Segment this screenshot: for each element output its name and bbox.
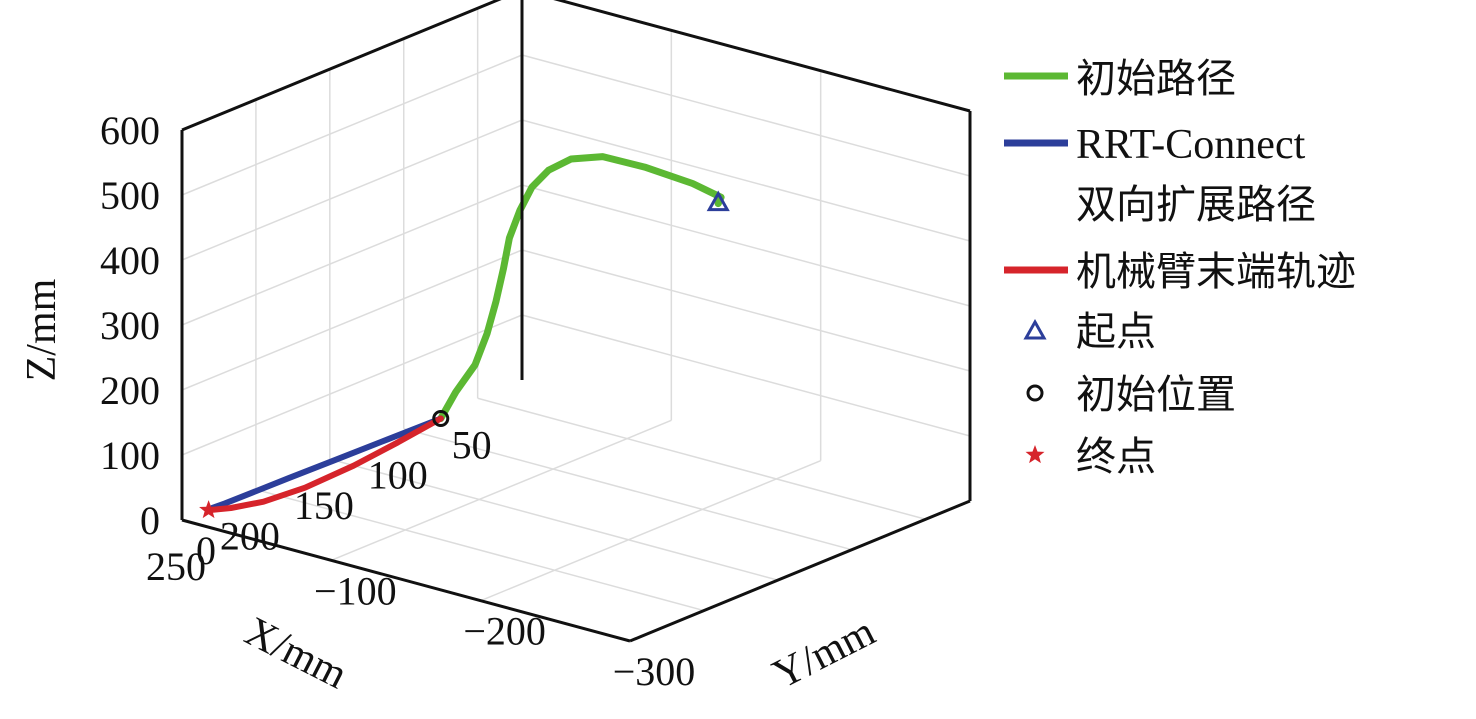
x-tick-label: 200 bbox=[220, 514, 280, 559]
z-tick-label: 0 bbox=[140, 498, 160, 543]
grid-line bbox=[181, 249, 523, 391]
legend-label-rrt-connect-line2: 双向扩展路径 bbox=[1076, 182, 1316, 228]
z-tick-label: 400 bbox=[100, 238, 160, 283]
grid-line bbox=[181, 54, 523, 196]
frame-layer bbox=[180, 0, 972, 643]
start-marker-triangle-icon bbox=[706, 190, 730, 212]
x-tick-label: 50 bbox=[452, 422, 492, 467]
legend-label-initial-position: 初始位置 bbox=[1076, 372, 1236, 418]
grid-line bbox=[181, 314, 523, 456]
axis-frame-edge bbox=[181, 0, 502, 132]
legend-label-end-effector: 机械臂末端轨迹 bbox=[1076, 249, 1356, 295]
grid-line bbox=[181, 184, 523, 326]
y-tick-label: −300 bbox=[613, 649, 696, 694]
legend-label-end: 终点 bbox=[1076, 434, 1156, 480]
z-tick-label: 100 bbox=[100, 433, 160, 478]
y-tick-label: −100 bbox=[314, 568, 397, 613]
x-tick-label: 100 bbox=[368, 453, 428, 498]
series-line-end-effector bbox=[208, 415, 444, 513]
x-tick-label: 250 bbox=[146, 544, 206, 589]
legend-label-initial-path: 初始路径 bbox=[1076, 56, 1236, 102]
legend-label-start: 起点 bbox=[1076, 309, 1156, 355]
axis-frame-edge bbox=[181, 518, 631, 643]
axis-frame-edge bbox=[553, 0, 971, 113]
series-layer bbox=[199, 153, 730, 519]
grid-line bbox=[331, 419, 672, 562]
y-tick-label: 0 bbox=[196, 528, 216, 573]
grid-line bbox=[181, 119, 523, 261]
tick-layer: 0100200300400500600250200150100500−100−2… bbox=[100, 108, 695, 694]
grid-line bbox=[521, 54, 971, 177]
initial-position-marker-circle-icon bbox=[432, 410, 450, 428]
grid-line bbox=[403, 427, 852, 551]
x-tick-label: 150 bbox=[294, 483, 354, 528]
y-tick-label: −200 bbox=[463, 609, 546, 654]
legend: 初始路径 RRT-Connect 双向扩展路径 机械臂末端轨迹 起点 初始位置 … bbox=[1004, 56, 1356, 480]
z-tick-label: 600 bbox=[100, 108, 160, 153]
legend-start-triangle-icon bbox=[1023, 318, 1047, 340]
x-axis-label: X/mm bbox=[238, 609, 355, 699]
grid-line bbox=[329, 458, 779, 581]
end-marker-star-icon bbox=[199, 500, 219, 519]
grid-line bbox=[255, 488, 705, 612]
legend-end-star-icon bbox=[1025, 445, 1045, 464]
grid-line bbox=[480, 459, 821, 602]
grid-line bbox=[521, 119, 971, 242]
axis-frame-edge bbox=[629, 499, 971, 643]
y-axis-label: Y/mm bbox=[766, 608, 883, 698]
grid-line bbox=[477, 397, 926, 520]
series-line-initial-path bbox=[437, 153, 725, 422]
grid-line bbox=[521, 249, 971, 372]
series-line-rrt-connect bbox=[209, 415, 444, 511]
grid-line bbox=[521, 314, 971, 437]
legend-initial-position-circle-icon bbox=[1026, 384, 1044, 402]
grid-line bbox=[521, 184, 971, 307]
grid-layer bbox=[181, 8, 971, 642]
legend-label-rrt-connect-line1: RRT-Connect bbox=[1076, 122, 1306, 168]
z-tick-label: 200 bbox=[100, 368, 160, 413]
z-axis-label: Z/mm bbox=[19, 278, 65, 381]
z-tick-label: 500 bbox=[100, 173, 160, 218]
z-tick-label: 300 bbox=[100, 303, 160, 348]
